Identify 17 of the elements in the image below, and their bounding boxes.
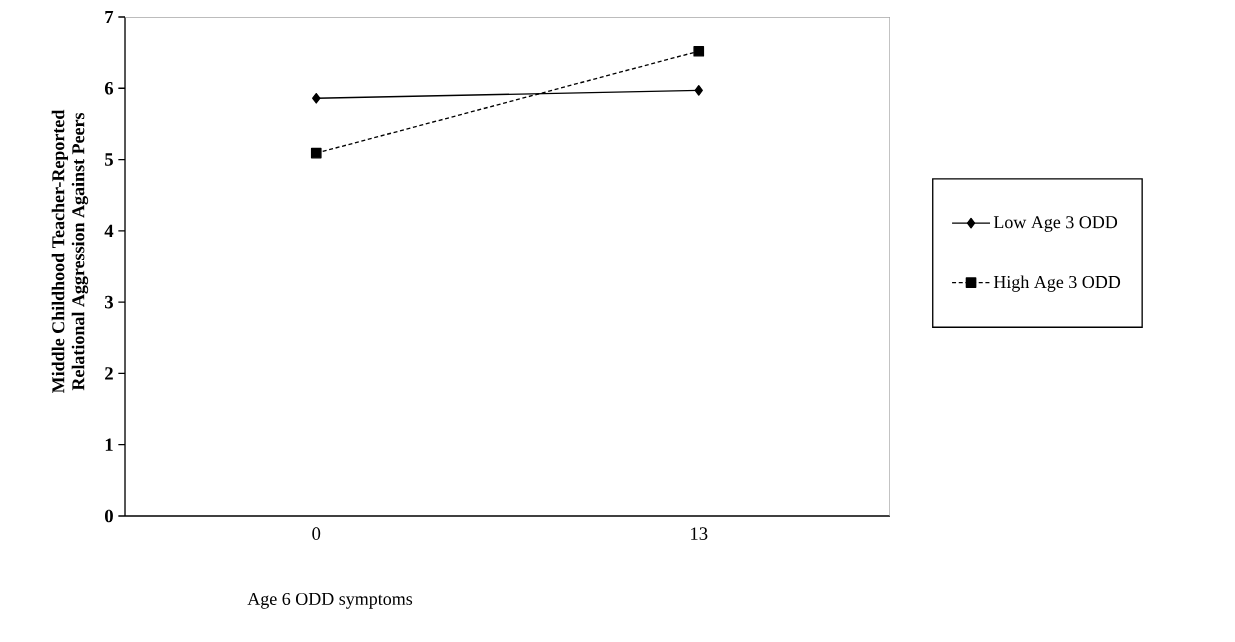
y-tick-label: 0 bbox=[105, 509, 113, 523]
y-tick-label: 7 bbox=[105, 10, 114, 24]
x-axis-title: Age 6 ODD symptoms bbox=[247, 592, 413, 609]
y-tick-label: 3 bbox=[105, 295, 113, 309]
y-tick-label: 5 bbox=[105, 153, 113, 166]
y-tick-label: 1 bbox=[105, 438, 113, 451]
y-tick-label: 6 bbox=[104, 82, 114, 95]
y-axis-title: Middle Childhood Teacher-Reported Relational Aggression Against Peers bbox=[51, 109, 89, 394]
legend-label: Low Age 3 ODD bbox=[993, 216, 1118, 232]
x-tick-label: 13 bbox=[691, 527, 708, 540]
point bbox=[312, 92, 321, 104]
point bbox=[694, 85, 703, 96]
legend-label: High Age 3 ODD bbox=[993, 275, 1121, 292]
y-tick-label: 4 bbox=[104, 224, 114, 237]
point bbox=[310, 147, 322, 159]
y-tick-label: 2 bbox=[105, 367, 113, 380]
point bbox=[693, 45, 705, 57]
